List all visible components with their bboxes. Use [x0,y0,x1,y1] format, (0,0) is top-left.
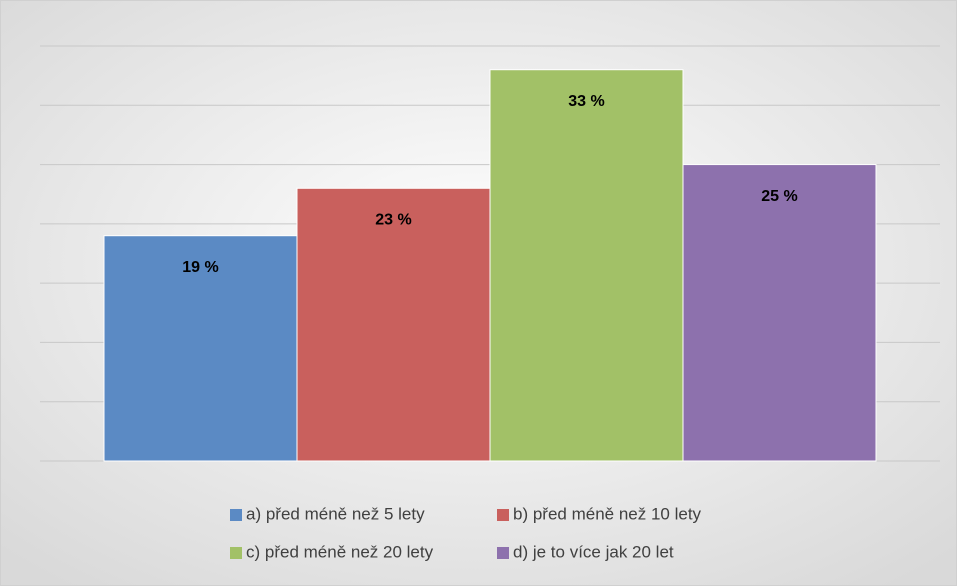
legend-swatch [497,509,509,521]
legend-swatch [230,509,242,521]
legend-label: a) před méně než 5 lety [246,504,425,523]
bar [489,69,684,462]
data-label: 23 % [375,212,411,229]
legend-label: c) před méně než 20 lety [246,542,434,561]
data-label: 19 % [182,259,218,276]
legend-label: d) je to více jak 20 let [513,542,674,561]
data-label: 25 % [761,188,797,205]
legend-swatch [497,547,509,559]
legend-swatch [230,547,242,559]
bar [103,235,298,462]
bar [682,164,877,462]
legend-label: b) před méně než 10 lety [513,504,702,523]
bar [296,187,491,462]
data-label: 33 % [568,93,604,110]
